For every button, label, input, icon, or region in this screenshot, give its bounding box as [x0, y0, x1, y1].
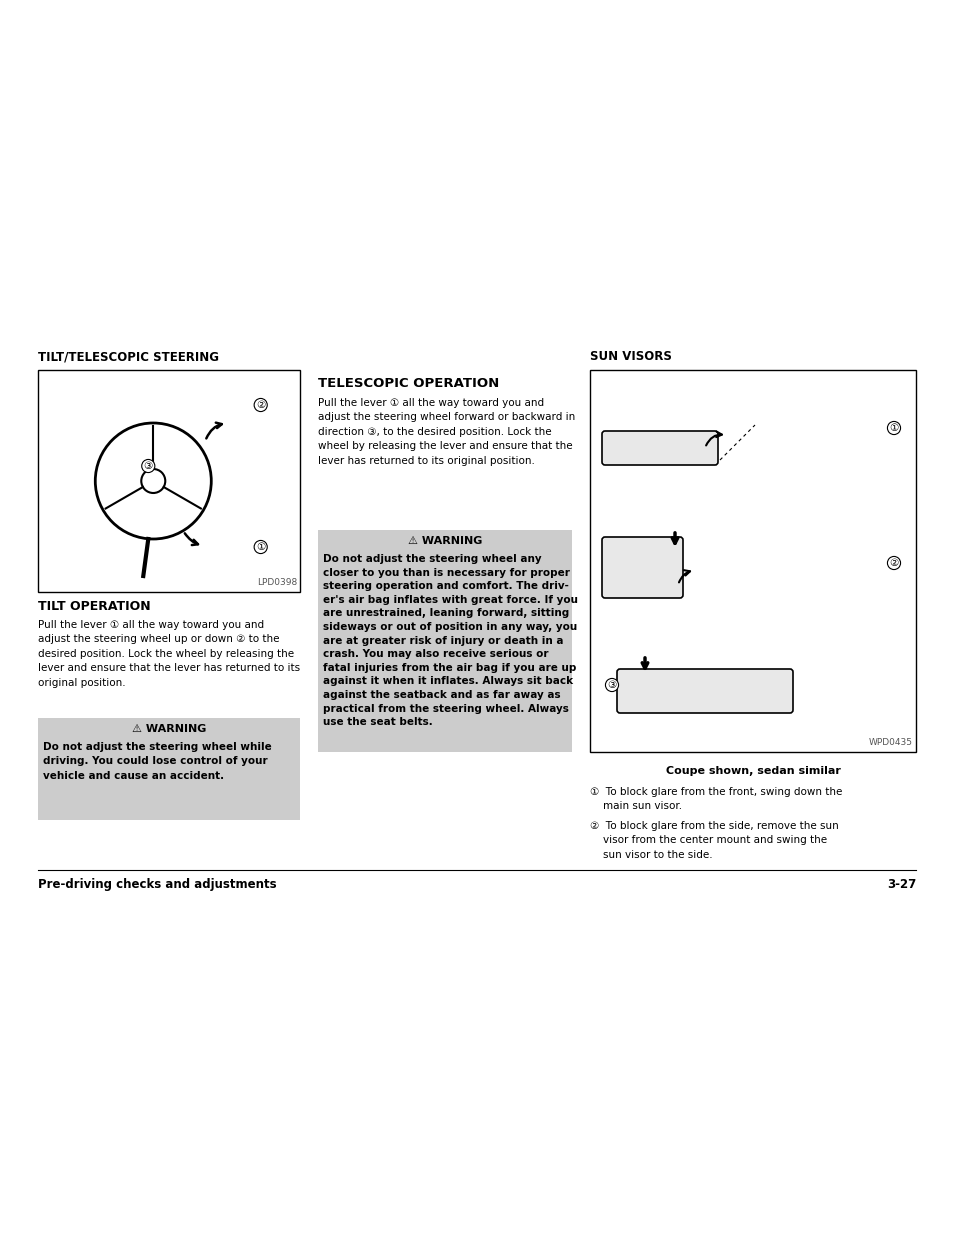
FancyBboxPatch shape: [601, 537, 682, 598]
Text: ②: ②: [255, 400, 265, 410]
Text: TELESCOPIC OPERATION: TELESCOPIC OPERATION: [317, 377, 498, 390]
Text: ③: ③: [607, 680, 616, 690]
Bar: [317, 530, 572, 752]
Text: Do not adjust the steering wheel any
closer to you than is necessary for proper
: Do not adjust the steering wheel any clo…: [323, 555, 578, 727]
Text: Do not adjust the steering wheel while
driving. You could lose control of your
v: Do not adjust the steering wheel while d…: [43, 742, 272, 781]
Text: ②  To block glare from the side, remove the sun
    visor from the center mount : ② To block glare from the side, remove t…: [589, 821, 838, 860]
Text: Coupe shown, sedan similar: Coupe shown, sedan similar: [665, 766, 840, 776]
Text: ②: ②: [888, 558, 898, 568]
Text: Pre-driving checks and adjustments: Pre-driving checks and adjustments: [38, 878, 276, 890]
Text: LPD0398: LPD0398: [256, 578, 296, 587]
Text: ⚠ WARNING: ⚠ WARNING: [132, 724, 206, 734]
Text: 3-27: 3-27: [886, 878, 915, 890]
Text: Pull the lever ① all the way toward you and
adjust the steering wheel forward or: Pull the lever ① all the way toward you …: [317, 398, 575, 466]
FancyBboxPatch shape: [617, 669, 792, 713]
Text: SUN VISORS: SUN VISORS: [589, 350, 671, 363]
Text: TILT/TELESCOPIC STEERING: TILT/TELESCOPIC STEERING: [38, 350, 219, 363]
Bar: [38, 718, 299, 820]
Bar: [38, 370, 299, 592]
Text: WPD0435: WPD0435: [868, 739, 912, 747]
FancyBboxPatch shape: [601, 431, 718, 466]
Bar: [589, 370, 915, 752]
Text: ①: ①: [255, 542, 265, 552]
Text: ⚠ WARNING: ⚠ WARNING: [407, 536, 481, 546]
Text: Pull the lever ① all the way toward you and
adjust the steering wheel up or down: Pull the lever ① all the way toward you …: [38, 620, 300, 688]
Text: TILT OPERATION: TILT OPERATION: [38, 600, 151, 613]
Text: ③: ③: [144, 461, 152, 471]
Text: ①: ①: [888, 424, 898, 433]
Text: ①  To block glare from the front, swing down the
    main sun visor.: ① To block glare from the front, swing d…: [589, 787, 841, 811]
